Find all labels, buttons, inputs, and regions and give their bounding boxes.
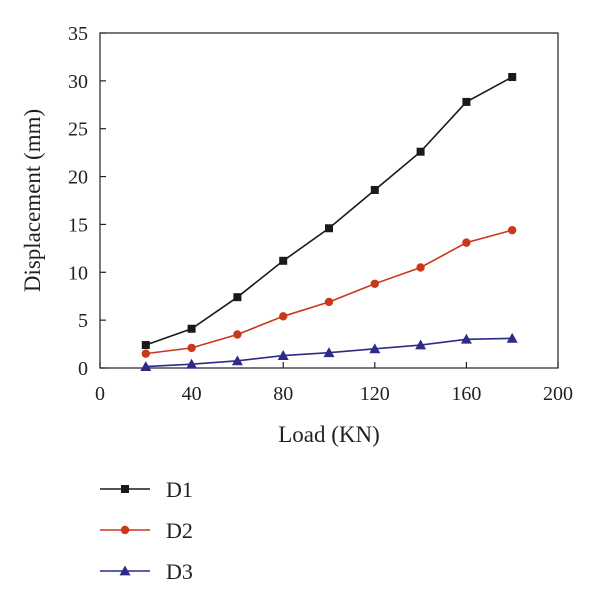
data-point-d1 [462,97,471,106]
data-point-d1 [416,147,425,156]
plot-area [99,32,559,369]
data-point-d3 [231,355,243,366]
data-point-d1 [370,185,379,194]
legend-label: D1 [166,477,193,502]
series-d1 [141,73,517,350]
data-point-d3 [140,361,152,371]
legend-marker [119,565,131,576]
x-axis-title: Load (KN) [278,422,380,447]
x-tick-label: 80 [273,383,293,405]
data-point-d3 [415,339,427,350]
data-point-d2 [462,238,471,247]
y-tick-label: 35 [68,23,88,45]
data-point-d2 [416,263,425,272]
data-point-d3 [506,332,518,343]
data-point-d1 [233,293,242,302]
data-point-d3 [323,347,335,358]
data-point-d3 [369,343,381,354]
series-line-d2 [145,229,513,355]
data-point-d3 [277,350,289,360]
data-point-d1 [187,324,196,333]
legend-item-d3: D3 [100,559,193,584]
legend-item-d2: D2 [100,518,193,543]
data-point-d3 [186,358,198,369]
x-tick-label: 40 [182,383,202,405]
legend-label: D3 [166,559,193,584]
y-tick-label: 15 [68,214,88,236]
y-tick-label: 0 [78,358,88,380]
x-tick-label: 200 [543,383,573,405]
plot-frame [99,32,559,369]
y-axis-ticks: 0 5 10 15 20 25 30 35 [68,23,106,380]
data-point-d3 [460,333,472,344]
y-tick-label: 20 [68,167,88,189]
data-point-d1 [508,73,517,82]
data-point-d2 [508,225,517,235]
legend: D1 D2 D3 [100,477,193,584]
x-tick-label: 160 [451,383,481,405]
data-point-d2 [141,349,150,358]
y-tick-label: 30 [68,71,88,93]
x-tick-label: 0 [95,383,105,405]
legend-marker [121,485,129,493]
y-tick-label: 5 [78,310,88,332]
data-point-d2 [233,330,242,339]
legend-marker [120,525,130,535]
y-axis-title: Displacement (mm) [20,109,45,292]
data-point-d1 [325,224,333,233]
data-point-d1 [279,256,288,265]
series-layer [140,73,518,371]
series-d2 [141,225,517,358]
data-point-d2 [370,279,379,288]
y-tick-label: 25 [68,119,88,141]
data-point-d2 [324,297,334,307]
y-tick-label: 10 [68,262,88,284]
data-point-d1 [141,341,150,350]
legend-label: D2 [166,518,193,543]
data-point-d2 [279,312,288,321]
x-axis-ticks: 0 40 80 120 160 200 [95,362,573,405]
x-tick-label: 120 [360,383,390,405]
legend-item-d1: D1 [100,477,193,502]
data-point-d2 [187,343,196,353]
series-d3 [140,332,518,371]
